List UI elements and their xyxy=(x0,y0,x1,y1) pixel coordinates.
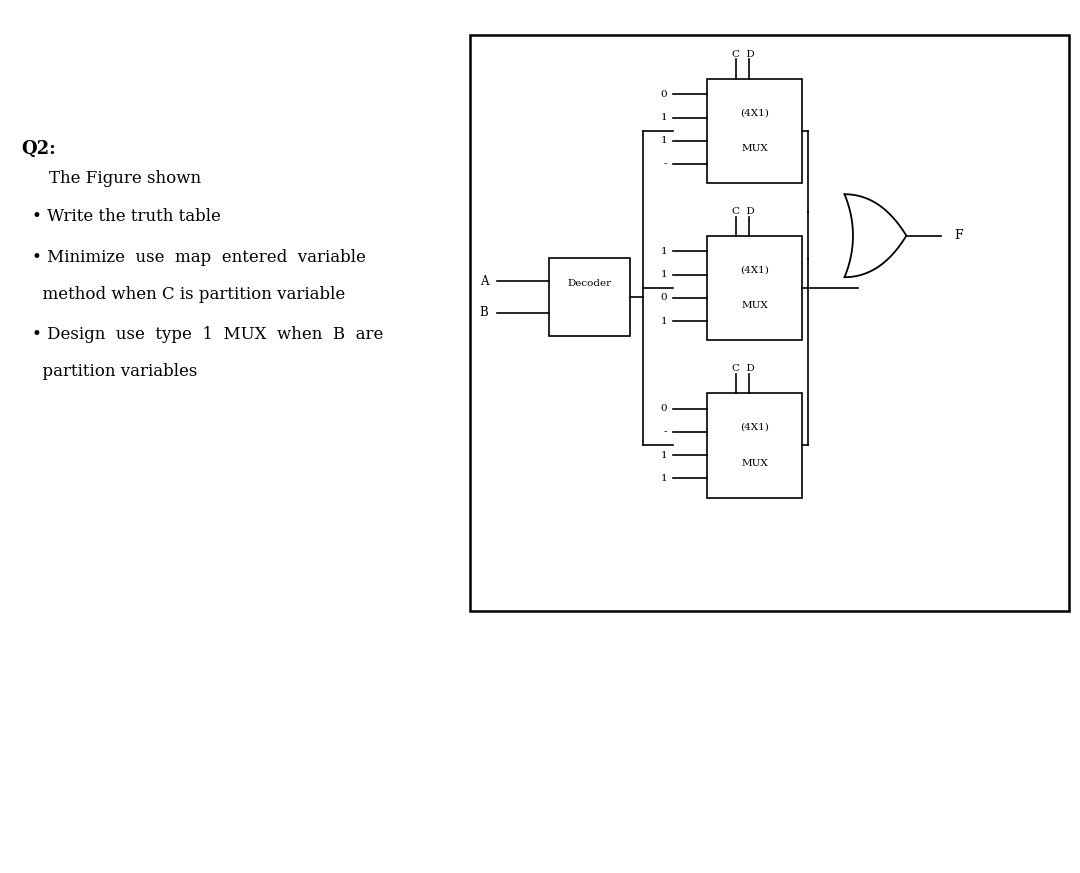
Text: (4X1): (4X1) xyxy=(741,423,769,432)
Text: The Figure shown: The Figure shown xyxy=(49,170,201,187)
Bar xyxy=(707,79,802,183)
Bar xyxy=(470,35,1069,611)
Polygon shape xyxy=(845,195,906,278)
Text: 1: 1 xyxy=(661,247,667,256)
Text: 1: 1 xyxy=(661,271,667,279)
Text: method when C is partition variable: method when C is partition variable xyxy=(32,286,346,303)
Text: 1: 1 xyxy=(661,136,667,145)
Text: B: B xyxy=(480,306,488,319)
Text: partition variables: partition variables xyxy=(32,363,198,380)
Text: • Write the truth table: • Write the truth table xyxy=(32,208,221,224)
Bar xyxy=(707,393,802,498)
Text: C  D: C D xyxy=(732,50,755,58)
Text: MUX: MUX xyxy=(742,144,768,154)
Text: -: - xyxy=(664,428,667,436)
Text: 1: 1 xyxy=(661,450,667,459)
Text: C  D: C D xyxy=(732,207,755,216)
Text: Decoder: Decoder xyxy=(567,279,611,288)
Text: (4X1): (4X1) xyxy=(741,108,769,118)
Text: F: F xyxy=(954,230,962,242)
Text: (4X1): (4X1) xyxy=(741,265,769,275)
Text: • Minimize  use  map  entered  variable: • Minimize use map entered variable xyxy=(32,249,366,265)
Text: 0: 0 xyxy=(661,293,667,302)
Text: 1: 1 xyxy=(661,113,667,122)
Text: 1: 1 xyxy=(661,474,667,483)
Text: Q2:: Q2: xyxy=(22,140,56,158)
Text: • Design  use  type  1  MUX  when  B  are: • Design use type 1 MUX when B are xyxy=(32,326,383,342)
Text: C  D: C D xyxy=(732,364,755,373)
Text: 0: 0 xyxy=(661,90,667,99)
Text: A: A xyxy=(480,275,488,287)
Text: 1: 1 xyxy=(661,317,667,326)
Bar xyxy=(707,236,802,340)
Text: MUX: MUX xyxy=(742,301,768,311)
Bar xyxy=(549,258,630,336)
Text: 0: 0 xyxy=(661,404,667,413)
Text: -: - xyxy=(664,160,667,168)
Text: MUX: MUX xyxy=(742,458,768,468)
